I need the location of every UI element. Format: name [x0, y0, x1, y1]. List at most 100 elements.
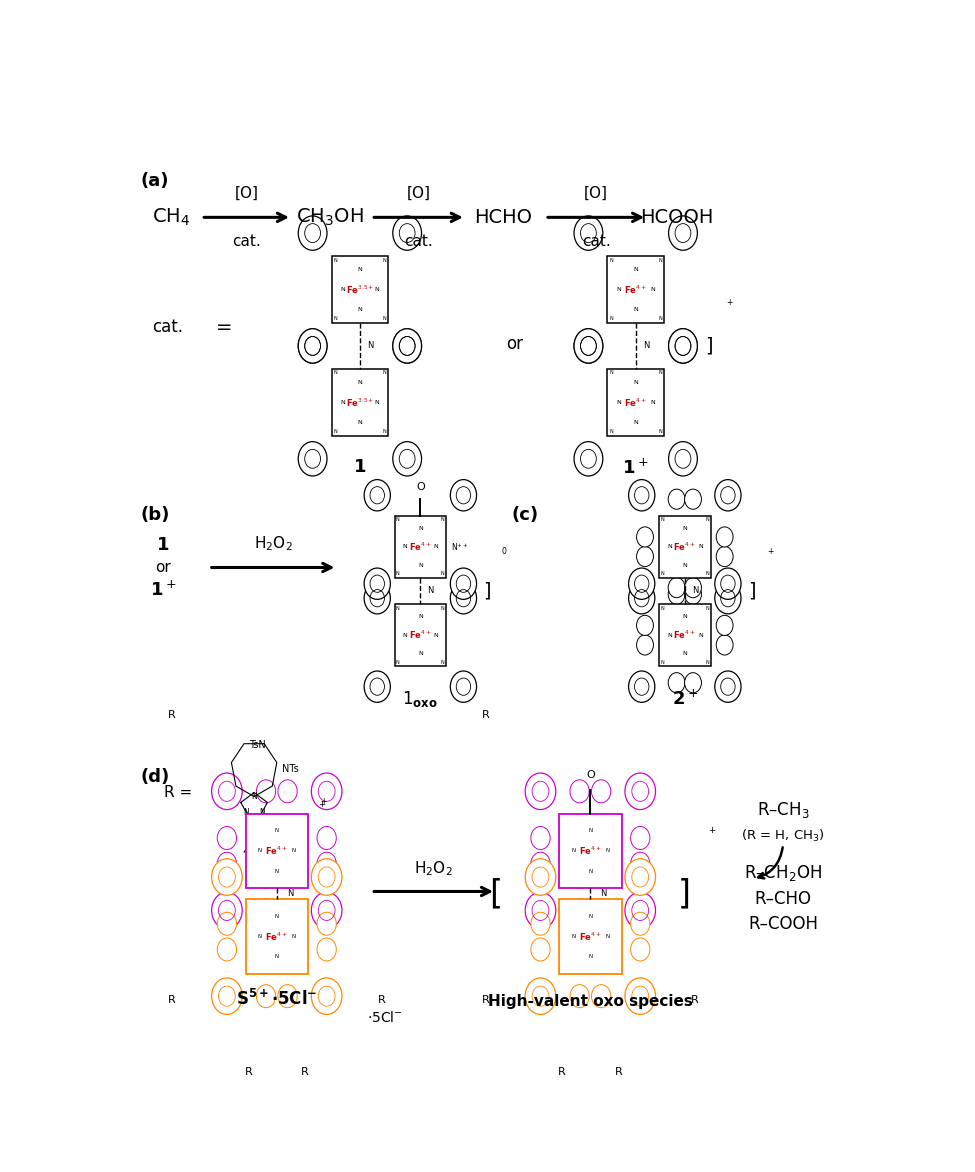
Text: N: N — [418, 526, 423, 531]
Circle shape — [629, 582, 655, 614]
Text: N: N — [609, 258, 613, 263]
Text: N: N — [396, 571, 400, 577]
Circle shape — [592, 984, 610, 1008]
Circle shape — [526, 977, 556, 1015]
Circle shape — [530, 852, 550, 875]
Text: N: N — [609, 316, 613, 321]
Circle shape — [637, 546, 653, 566]
Circle shape — [684, 578, 701, 598]
Circle shape — [668, 673, 685, 693]
Text: Fe$^{3.5+}$: Fe$^{3.5+}$ — [346, 396, 374, 409]
Text: N: N — [275, 954, 279, 960]
Text: N: N — [333, 258, 337, 263]
Text: HCOOH: HCOOH — [641, 207, 714, 227]
Text: N: N — [616, 287, 621, 292]
Circle shape — [625, 774, 655, 810]
Text: [O]: [O] — [584, 186, 608, 202]
Text: N: N — [644, 341, 649, 350]
Circle shape — [631, 852, 650, 875]
Text: cat.: cat. — [404, 233, 433, 248]
Circle shape — [298, 216, 327, 251]
Circle shape — [317, 938, 336, 961]
Circle shape — [256, 779, 276, 803]
Text: N: N — [418, 614, 423, 619]
Circle shape — [217, 826, 237, 850]
Bar — [246, 899, 308, 974]
Bar — [560, 899, 621, 974]
Circle shape — [450, 672, 477, 702]
Text: N: N — [333, 316, 337, 321]
Text: R: R — [615, 1067, 623, 1077]
Circle shape — [669, 216, 697, 251]
Text: R: R — [168, 995, 176, 1004]
Circle shape — [717, 546, 733, 566]
Text: N: N — [358, 267, 363, 272]
Text: N: N — [658, 370, 662, 375]
Text: N: N — [650, 287, 655, 292]
Circle shape — [592, 779, 610, 803]
Text: N: N — [682, 563, 687, 567]
Text: N: N — [682, 526, 687, 531]
Text: H$_2$O$_2$: H$_2$O$_2$ — [254, 534, 292, 553]
Circle shape — [570, 984, 589, 1008]
Text: N: N — [374, 400, 379, 404]
Text: N: N — [382, 258, 386, 263]
Circle shape — [317, 826, 336, 850]
Text: N: N — [396, 606, 400, 611]
Text: 1: 1 — [354, 458, 367, 476]
Text: Fe$^{4+}$: Fe$^{4+}$ — [624, 396, 647, 409]
Circle shape — [364, 568, 390, 599]
Text: R =: R = — [165, 785, 193, 799]
Text: N: N — [358, 307, 363, 312]
Text: N: N — [667, 544, 672, 550]
Text: N: N — [382, 370, 386, 375]
Text: N: N — [275, 914, 279, 919]
Circle shape — [684, 489, 701, 510]
Text: N: N — [634, 380, 638, 384]
Circle shape — [715, 568, 741, 599]
Text: cat.: cat. — [582, 233, 610, 248]
Text: H$_2$O$_2$: H$_2$O$_2$ — [413, 859, 452, 878]
Circle shape — [637, 635, 653, 655]
Circle shape — [364, 479, 390, 511]
Text: $^+$: $^+$ — [766, 547, 775, 557]
Text: N: N — [396, 517, 400, 523]
Bar — [332, 255, 388, 323]
Text: N: N — [418, 652, 423, 656]
Text: Fe$^{4+}$: Fe$^{4+}$ — [265, 845, 289, 857]
Text: or: or — [156, 560, 172, 575]
Circle shape — [217, 938, 237, 961]
Text: N: N — [374, 287, 379, 292]
Circle shape — [317, 852, 336, 875]
Circle shape — [668, 578, 685, 598]
Circle shape — [530, 826, 550, 850]
Text: N: N — [571, 849, 575, 853]
Text: Fe$^{4+}$: Fe$^{4+}$ — [674, 540, 696, 553]
Text: N: N — [706, 660, 709, 665]
Text: R–CHO: R–CHO — [755, 890, 811, 907]
Text: N: N — [588, 954, 593, 960]
Bar — [607, 369, 664, 436]
Text: Fe$^{4+}$: Fe$^{4+}$ — [579, 845, 602, 857]
Text: ]: ] — [484, 581, 491, 600]
Circle shape — [625, 892, 655, 928]
Text: $\mathbf{S^{5+}{\cdot}5Cl^{-}}$: $\mathbf{S^{5+}{\cdot}5Cl^{-}}$ — [236, 989, 318, 1009]
Circle shape — [298, 328, 327, 363]
Text: N: N — [692, 586, 698, 595]
Text: (R = H, CH$_3$): (R = H, CH$_3$) — [741, 827, 825, 844]
Bar — [560, 813, 621, 888]
Circle shape — [212, 892, 242, 928]
Bar — [659, 516, 711, 578]
Circle shape — [570, 779, 589, 803]
Text: N: N — [658, 429, 662, 435]
Text: N: N — [441, 517, 445, 523]
Bar — [246, 813, 308, 888]
Text: N: N — [275, 868, 279, 873]
Circle shape — [278, 866, 297, 888]
Circle shape — [684, 673, 701, 693]
Text: R: R — [301, 1067, 309, 1077]
Text: N: N — [634, 420, 638, 425]
Circle shape — [256, 984, 276, 1008]
Text: N: N — [257, 849, 262, 853]
Text: N: N — [601, 890, 607, 898]
